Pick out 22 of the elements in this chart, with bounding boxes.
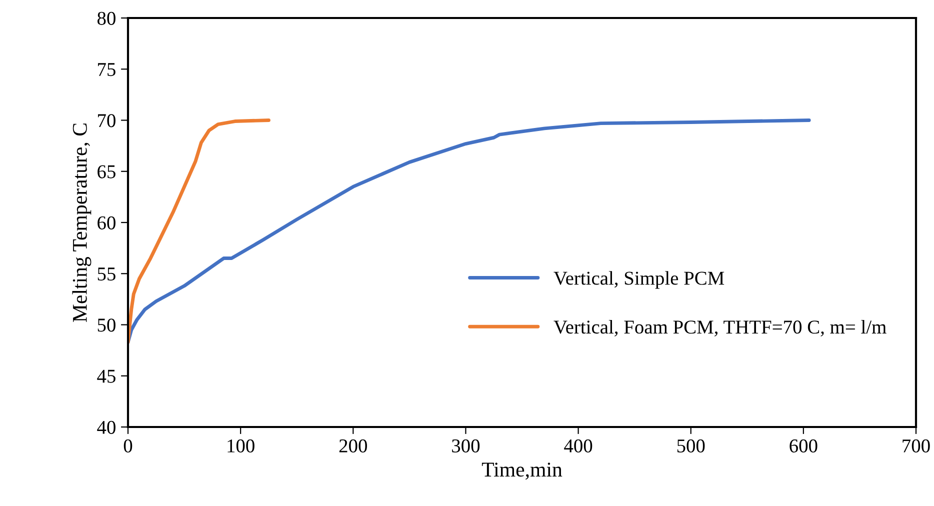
- x-tick-label: 400: [564, 439, 592, 452]
- x-tick-label: 0: [124, 439, 132, 452]
- x-tick-label: 100: [228, 439, 254, 452]
- y-tick-label: 45: [97, 370, 116, 383]
- y-tick-label: 60: [98, 216, 116, 230]
- x-tick-label: 600: [790, 439, 818, 452]
- y-tick-label: 50: [98, 318, 116, 332]
- legend-label: Vertical, Simple PCM: [554, 271, 724, 289]
- x-tick-label: 500: [677, 439, 705, 452]
- x-tick-label: 200: [339, 439, 367, 452]
- y-axis-title: Melting Temperature, C: [72, 124, 92, 322]
- x-tick-label: 700: [902, 439, 930, 452]
- y-tick-label: 70: [98, 114, 116, 128]
- y-tick-label: 80: [97, 12, 116, 25]
- y-tick-label: 40: [97, 420, 116, 434]
- y-tick-label: 65: [98, 165, 116, 178]
- x-axis-title: Time,min: [482, 462, 562, 480]
- legend-label: Vertical, Foam PCM, THTF=70 C, m= l/m: [554, 320, 886, 336]
- line-series: [128, 118, 270, 344]
- y-tick-label: 75: [98, 63, 116, 76]
- x-tick-label: 300: [452, 439, 480, 452]
- y-tick-label: 55: [98, 268, 116, 281]
